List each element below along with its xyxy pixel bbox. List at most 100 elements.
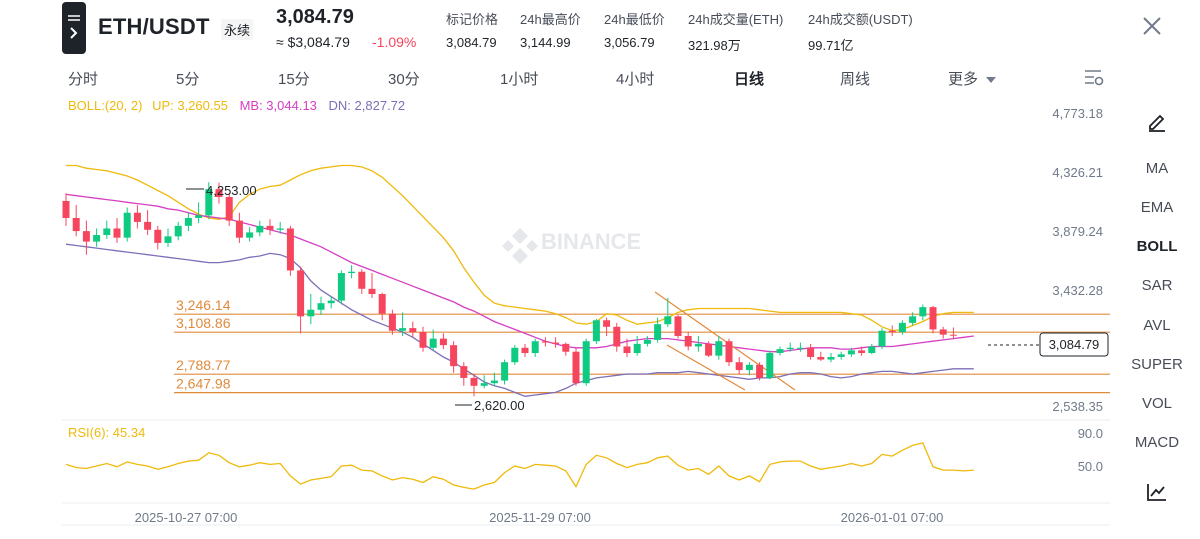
candle-body <box>694 343 702 347</box>
candle-body <box>450 345 458 367</box>
chart-settings-icon[interactable] <box>1083 68 1105 88</box>
candle-body <box>399 328 407 331</box>
candle-body <box>72 217 80 232</box>
candle-body <box>133 212 141 222</box>
candle-body <box>858 350 866 354</box>
indicator-boll[interactable]: BOLL <box>1136 238 1178 255</box>
tab-1h[interactable]: 1小时 <box>500 71 539 88</box>
candle-body <box>256 225 264 233</box>
candle-body <box>327 300 335 304</box>
indicator-macd[interactable]: MACD <box>1134 434 1180 451</box>
indicator-vol[interactable]: VOL <box>1141 395 1172 412</box>
close-icon[interactable] <box>1140 14 1164 38</box>
indicator-ma[interactable]: MA <box>1145 160 1169 177</box>
tab-5m[interactable]: 5分 <box>176 71 200 88</box>
indicator-ema[interactable]: EMA <box>1140 199 1174 216</box>
candle-body <box>103 228 111 236</box>
candle-body <box>837 354 845 357</box>
tab-15m[interactable]: 15分 <box>278 71 310 88</box>
candle-body <box>154 229 162 243</box>
indicator-chart-icon[interactable] <box>1146 482 1168 502</box>
candle-body <box>745 364 753 371</box>
tab-time[interactable]: 分时 <box>68 71 99 88</box>
draw-tool-icon[interactable] <box>1146 110 1168 132</box>
candle-body <box>756 364 764 378</box>
stat-label: 24h成交额(USDT) <box>808 12 913 27</box>
toggle-panel-button[interactable] <box>62 2 86 54</box>
candle-body <box>460 366 468 378</box>
candle-body <box>939 329 947 335</box>
indicator-sar[interactable]: SAR <box>1141 277 1173 294</box>
boll-up-value: UP: 3,260.55 <box>152 98 228 113</box>
candle-body <box>82 231 90 242</box>
candle-body <box>776 349 784 354</box>
candle-body <box>419 332 427 348</box>
candle-body <box>654 324 662 340</box>
ticker-header: ETH/USDT 永续 3,084.79 ≈ $3,084.79 -1.09% … <box>0 0 1120 60</box>
horizontal-levels: 3,246.14 3,108.86 2,788.77 2,647.98 <box>174 297 1110 394</box>
candle-body <box>633 343 641 354</box>
indicator-avl[interactable]: AVL <box>1143 317 1171 334</box>
candle-body <box>113 228 121 238</box>
candle-body <box>541 341 549 343</box>
candle-body <box>225 197 233 221</box>
last-price-tag-text: 3,084.79 <box>1049 337 1100 352</box>
high-marker-label: 4,253.00 <box>206 183 257 198</box>
candle-body <box>847 350 855 355</box>
symbol-pair[interactable]: ETH/USDT <box>98 14 210 39</box>
candle-body <box>286 228 294 271</box>
tab-1w[interactable]: 周线 <box>840 71 871 88</box>
last-price-tag: 3,084.79 <box>1039 332 1109 357</box>
y-tick: 3,879.24 <box>1052 224 1103 239</box>
stat-label: 24h最高价 <box>520 12 581 27</box>
rsi-series-line <box>65 442 974 490</box>
stat-value: 3,084.79 <box>446 35 497 50</box>
indicator-super[interactable]: SUPER <box>1131 356 1183 373</box>
level-label: 2,647.98 <box>176 376 231 392</box>
candle-body <box>521 347 529 354</box>
candle-body <box>93 235 101 242</box>
tab-4h[interactable]: 4小时 <box>616 71 655 88</box>
stat-value: 3,056.79 <box>604 35 655 50</box>
candle-body <box>592 320 600 342</box>
candle-body <box>796 347 804 349</box>
x-tick: 2025-10-27 07:00 <box>135 510 238 525</box>
boll-dn-value: DN: 2,827.72 <box>328 98 406 113</box>
boll-middle-line <box>65 193 974 353</box>
candle-body <box>276 228 284 230</box>
watermark-text: BINANCE <box>541 229 641 254</box>
rsi-legend[interactable]: RSI(6): 45.34 <box>68 425 146 440</box>
candle-body <box>909 316 917 323</box>
stat-label: 标记价格 <box>446 12 499 27</box>
candle-body <box>603 320 611 327</box>
interval-tabs: 分时 5分 15分 30分 1小时 4小时 日线 周线 更多 <box>0 62 1120 92</box>
tab-1d[interactable]: 日线 <box>734 71 765 88</box>
candle-body <box>480 383 488 386</box>
boll-legend[interactable]: BOLL:(20, 2) UP: 3,260.55 MB: 3,044.13 D… <box>68 98 405 113</box>
x-tick: 2026-01-01 07:00 <box>841 510 944 525</box>
candle-body <box>929 307 937 330</box>
candle-body <box>674 316 682 336</box>
candle-body <box>195 215 203 218</box>
candle-body <box>898 322 906 333</box>
low-marker-label: 2,620.00 <box>474 398 525 413</box>
price-chart[interactable]: BINANCE 4,773.18 4,326.21 3,879.24 3,432… <box>0 0 1120 539</box>
tab-30m[interactable]: 30分 <box>388 71 420 88</box>
low-marker: 2,620.00 <box>455 398 525 413</box>
candle-body <box>368 288 376 295</box>
stat-value: 321.98万 <box>688 38 741 53</box>
candle-body <box>684 335 692 347</box>
stat-mark-price: 标记价格 3,084.79 <box>446 9 498 50</box>
candle-body <box>348 271 356 274</box>
boll-mb-value: MB: 3,044.13 <box>239 98 317 113</box>
candle-body <box>888 330 896 333</box>
candle-body <box>531 341 539 354</box>
level-label: 3,108.86 <box>176 315 231 331</box>
candle-body <box>786 347 794 350</box>
candle-body <box>215 189 223 198</box>
y-tick: 3,432.28 <box>1052 283 1103 298</box>
candle-body <box>174 225 182 237</box>
boll-upper-line <box>66 164 974 332</box>
tab-more[interactable]: 更多 <box>948 68 997 89</box>
candle-body <box>378 294 386 314</box>
